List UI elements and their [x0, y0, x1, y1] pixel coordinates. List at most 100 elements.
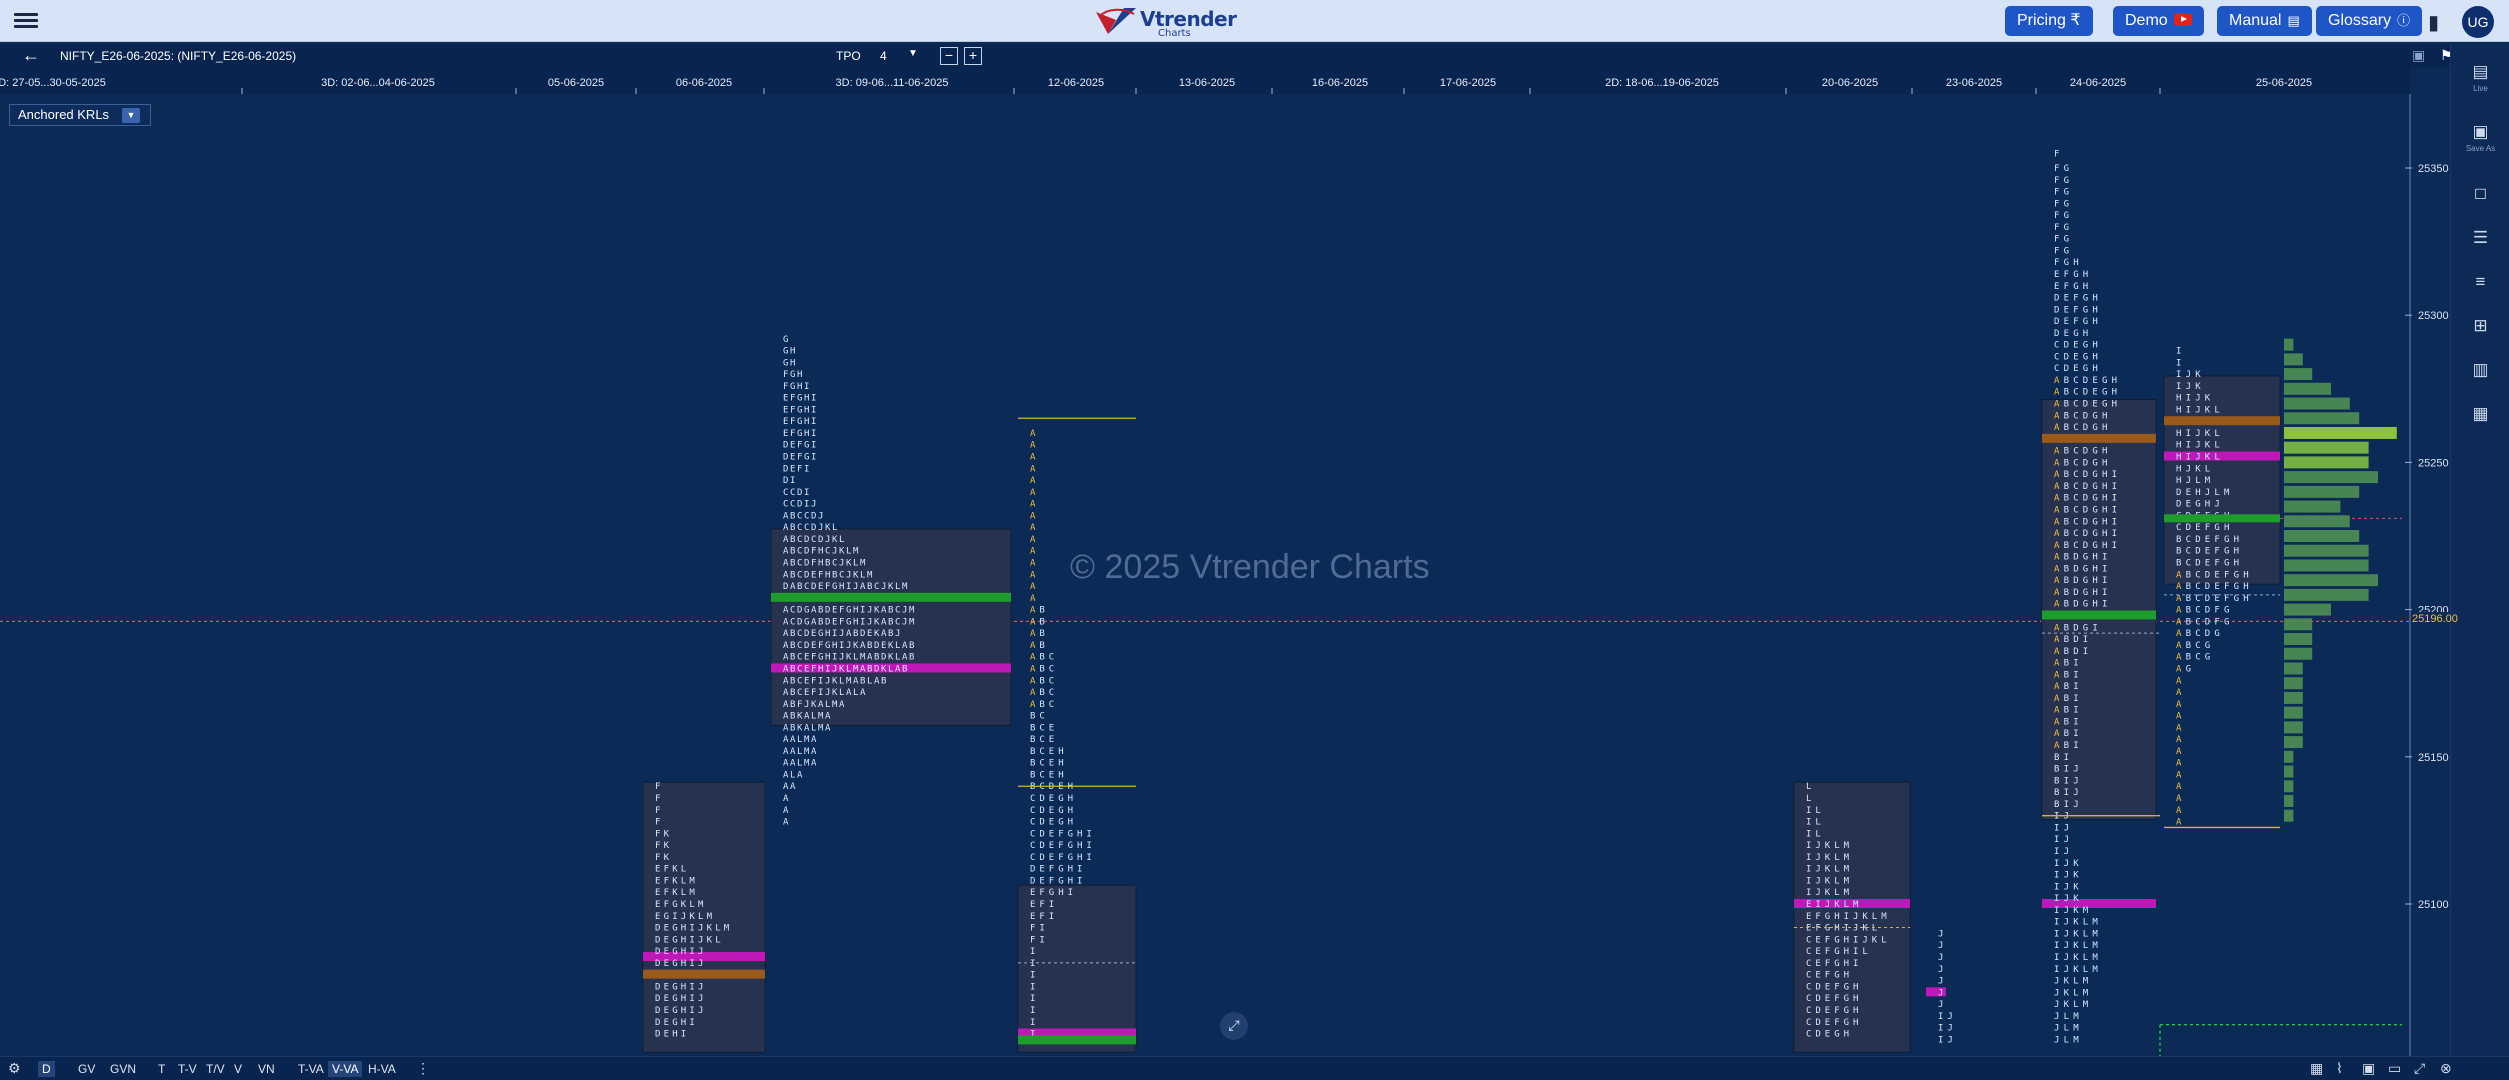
tab-t[interactable]: T: [158, 1062, 166, 1076]
tpo-letter: H: [797, 382, 802, 392]
tpo-letter: G: [2092, 529, 2097, 539]
fullscreen-icon[interactable]: ⤢: [2414, 1060, 2426, 1076]
line-chart-icon[interactable]: ⌇: [2336, 1060, 2343, 1076]
anchored-krls-dropdown[interactable]: Anchored KRLs ▼: [9, 104, 151, 126]
tpo-chart[interactable]: D: 27-05...30-05-2025 3D: 02-06...04-06-2…: [0, 68, 2450, 1056]
close-circle-icon[interactable]: ⊗: [2440, 1060, 2452, 1076]
tpo-letter: B: [2186, 582, 2191, 592]
sidebar-live[interactable]: ▤ Live: [2451, 62, 2509, 93]
tpo-letter: B: [1039, 688, 1044, 698]
tpo-letter: I: [1077, 865, 1082, 875]
tpo-letter: I: [1030, 982, 1035, 992]
tab-gv[interactable]: GV: [78, 1062, 96, 1076]
more-vertical-icon[interactable]: ⋮: [416, 1060, 430, 1076]
tpo-letter: G: [2083, 553, 2088, 563]
tpo-letter: D: [783, 453, 788, 463]
sidebar-panel[interactable]: ☰: [2451, 228, 2509, 248]
poc-band: [1926, 987, 1946, 997]
sidebar-tiles[interactable]: ▦: [2451, 404, 2509, 424]
settings-gear-icon[interactable]: ⚙: [8, 1060, 21, 1076]
tpo-letter: B: [2064, 623, 2069, 633]
value-area-box[interactable]: [1793, 781, 1911, 1053]
tv-icon[interactable]: ▭: [2388, 1060, 2402, 1076]
tpo-letter: F: [790, 417, 795, 427]
tpo-letter: J: [698, 994, 703, 1004]
tab-t-va[interactable]: T-VA: [298, 1062, 324, 1076]
save-chart-icon[interactable]: ▣: [2412, 47, 2426, 63]
back-arrow-icon[interactable]: ←: [22, 45, 40, 65]
tpo-letter: H: [2102, 447, 2107, 457]
sidebar-grid[interactable]: ⊞: [2451, 316, 2509, 336]
tpo-letter: M: [1844, 865, 1850, 875]
tpo-letter: E: [1815, 935, 1820, 945]
tpo-letter: A: [2054, 706, 2060, 716]
tpo-letter: H: [853, 606, 858, 616]
pricing-button[interactable]: Pricing ₹: [2005, 6, 2093, 36]
date-label: 12-06-2025: [1048, 77, 1104, 89]
sidebar-square[interactable]: □: [2451, 184, 2509, 204]
value-area-box[interactable]: [770, 528, 1012, 726]
tpo-letter: C: [2195, 606, 2200, 616]
tab-v-va[interactable]: V-VA: [328, 1061, 363, 1077]
tpo-letter: F: [2214, 535, 2219, 545]
glossary-button[interactable]: Glossary ⓘ: [2316, 6, 2423, 36]
tpo-letter: F: [825, 582, 830, 592]
tpo-size-value[interactable]: 4: [880, 49, 887, 63]
value-area-box[interactable]: [2041, 399, 2157, 821]
tpo-letter: A: [2054, 564, 2060, 574]
bookmarks-icon[interactable]: ▮: [2428, 10, 2440, 34]
tpo-decrease-button[interactable]: −: [940, 47, 958, 65]
value-area-box[interactable]: [1017, 884, 1137, 1053]
tpo-letter: H: [1077, 853, 1082, 863]
tpo-letter: L: [797, 747, 802, 757]
tpo-letter: I: [1030, 959, 1035, 969]
tpo-letter: H: [2092, 294, 2097, 304]
tpo-letter: F: [2054, 223, 2059, 233]
tpo-letter: K: [832, 535, 838, 545]
hamburger-menu-icon[interactable]: [14, 10, 38, 32]
tpo-letter: C: [2176, 523, 2181, 533]
sidebar-columns[interactable]: ▥: [2451, 360, 2509, 380]
tpo-letter: A: [2054, 670, 2060, 680]
tab-gvn[interactable]: GVN: [110, 1062, 137, 1076]
tab-vn[interactable]: VN: [258, 1062, 275, 1076]
tab-t-v[interactable]: T/V: [206, 1062, 225, 1076]
tpo-dropdown-chevron-icon[interactable]: ▼: [908, 48, 918, 59]
tpo-letter: F: [664, 888, 669, 898]
bookmark-flag-icon[interactable]: ⚑: [2440, 47, 2453, 63]
tab-d[interactable]: D: [38, 1061, 55, 1077]
tpo-letter: E: [655, 888, 660, 898]
tpo-letter: M: [902, 582, 908, 592]
demo-button[interactable]: Demo: [2113, 6, 2204, 36]
tpo-letter: D: [2054, 329, 2059, 339]
user-avatar[interactable]: UG: [2462, 6, 2494, 38]
sidebar-list[interactable]: ≡: [2451, 272, 2509, 292]
sidebar-save-as[interactable]: ▣ Save As: [2451, 122, 2509, 153]
tpo-increase-button[interactable]: +: [964, 47, 982, 65]
tpo-letter: A: [1030, 700, 1036, 710]
tpo-letter: E: [2214, 570, 2219, 580]
tpo-letter: G: [2092, 517, 2097, 527]
tpo-letter: M: [724, 924, 730, 934]
volume-bar: [2284, 677, 2303, 690]
image-icon[interactable]: ▣: [2362, 1060, 2376, 1076]
tab-v[interactable]: V: [234, 1062, 243, 1076]
tpo-letter: D: [2073, 553, 2078, 563]
tpo-letter: C: [1049, 700, 1054, 710]
tpo-letter: A: [783, 759, 789, 769]
manual-button[interactable]: Manual ▤: [2217, 6, 2312, 36]
poc-band: [643, 951, 765, 961]
tpo-letter: L: [2064, 1012, 2069, 1022]
value-area-box[interactable]: [2163, 375, 2281, 585]
tpo-letter: D: [804, 570, 809, 580]
tab-t-v[interactable]: T-V: [178, 1062, 197, 1076]
tpo-letter: B: [790, 629, 795, 639]
tpo-letter: M: [2224, 488, 2230, 498]
tpo-letter: C: [1049, 676, 1054, 686]
value-area-box[interactable]: [642, 781, 766, 1053]
tab-h-va[interactable]: H-VA: [368, 1062, 396, 1076]
tpo-letter: G: [1844, 994, 1849, 1004]
tpo-letter: M: [2092, 965, 2098, 975]
table-icon[interactable]: ▦: [2310, 1060, 2324, 1076]
expand-icon[interactable]: ⤢: [1220, 1012, 1248, 1040]
